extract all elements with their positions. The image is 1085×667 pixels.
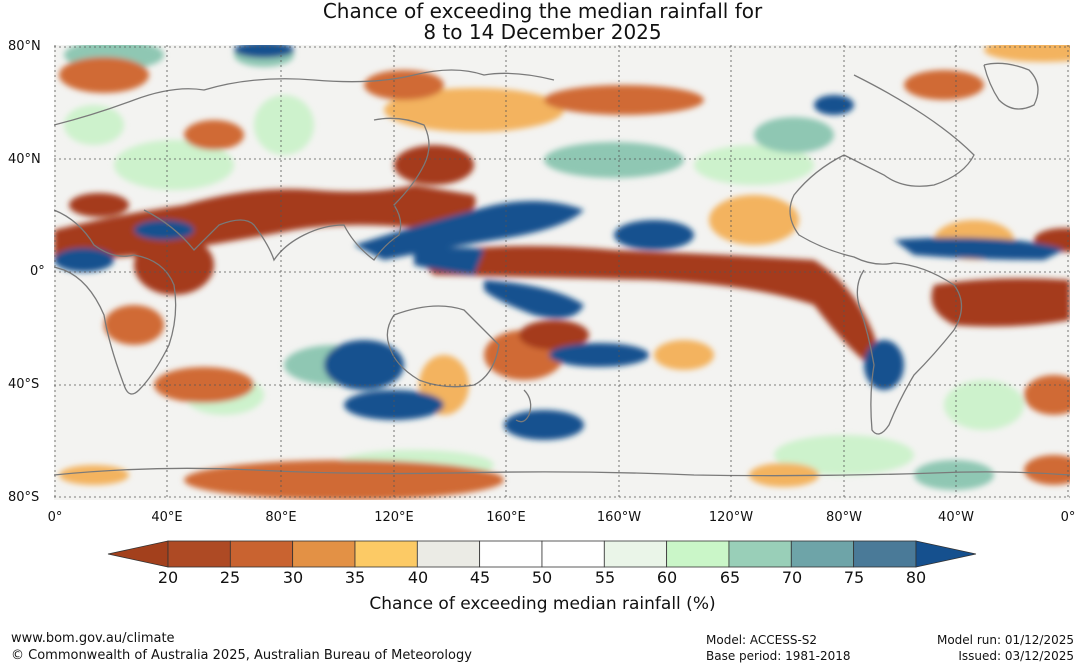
colorbar-arrow-low [107,540,169,568]
lat-label-40s: 40°S [8,377,40,392]
colorbar-tick-30: 30 [282,568,304,587]
colorbar-tick-35: 35 [344,568,366,587]
map-title-line2: 8 to 14 December 2025 [423,20,662,44]
colorbar-tick-60: 60 [656,568,678,587]
colorbar-segment [292,540,356,568]
colorbar-segment [541,540,605,568]
colorbar-segment [167,540,231,568]
colorbar-segment [728,540,792,568]
colorbar-tick-65: 65 [719,568,741,587]
rainfall-probability-map [54,45,1070,500]
footer-copyright: © Commonwealth of Australia 2025, Austra… [11,648,472,663]
colorbar [107,540,977,568]
footer-model-run: Model run: 01/12/2025 [936,633,1074,647]
colorbar-arrow-high [915,540,977,568]
colorbar-segment [603,540,668,568]
colorbar-segment [416,540,481,568]
footer-model: Model: ACCESS-S2 [706,633,818,647]
colorbar-tick-45: 45 [469,568,491,587]
lon-label-40w: 40°W [938,510,974,525]
lon-label-160w: 160°W [596,510,642,525]
colorbar-tick-20: 20 [157,568,179,587]
colorbar-segment [229,540,294,568]
map-title-line1: Chance of exceeding the median rainfall … [322,0,763,23]
colorbar-tick-70: 70 [781,568,803,587]
lat-label-80n: 80°N [8,39,41,54]
lon-label-0-right: 0° [1060,510,1076,525]
footer-base-period: Base period: 1981-2018 [706,649,851,663]
colorbar-label: Chance of exceeding median rainfall (%) [369,594,716,614]
colorbar-tick-75: 75 [843,568,865,587]
lon-label-80w: 80°W [826,510,862,525]
colorbar-segment [790,540,855,568]
colorbar-tick-80: 80 [905,568,927,587]
footer-issued: Issued: 03/12/2025 [958,649,1074,663]
lon-label-0: 0° [47,510,63,525]
colorbar-tick-50: 50 [531,568,553,587]
footer-url: www.bom.gov.au/climate [11,631,175,646]
colorbar-segment [853,540,917,568]
colorbar-tick-40: 40 [407,568,429,587]
lat-label-40n: 40°N [8,152,41,167]
colorbar-tick-55: 55 [594,568,616,587]
lat-label-80s: 80°S [8,490,40,505]
lon-label-120e: 120°E [374,510,414,525]
colorbar-segment [666,540,730,568]
colorbar-segment [354,540,418,568]
coastlines [54,62,1070,477]
lat-label-equator: 0° [30,264,45,279]
lon-label-40e: 40°E [151,510,183,525]
lon-label-160e: 160°E [486,510,526,525]
lon-label-120w: 120°W [708,510,754,525]
lon-label-80e: 80°E [265,510,297,525]
colorbar-segment [479,540,543,568]
graticule [54,45,1070,500]
colorbar-tick-25: 25 [219,568,241,587]
